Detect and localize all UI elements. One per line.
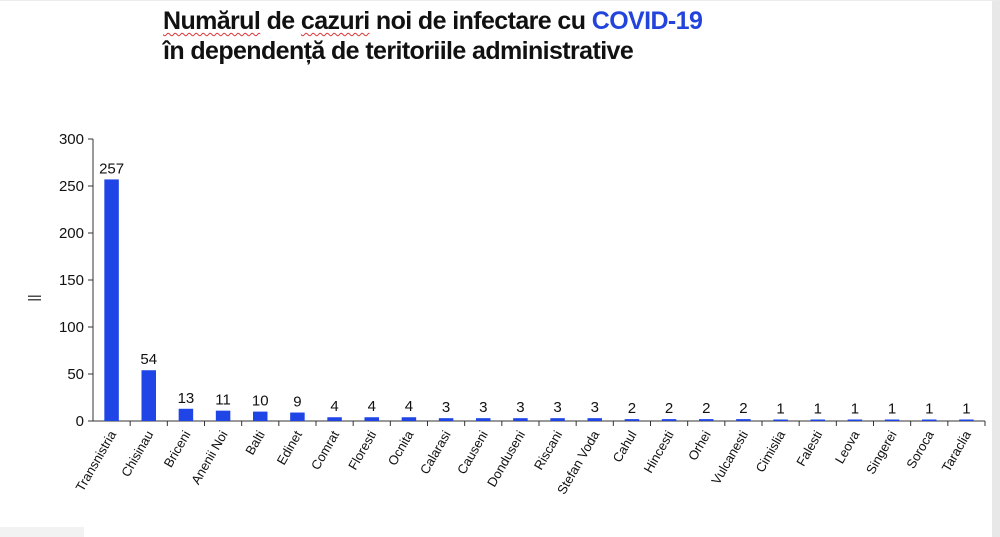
title-line-2: în dependență de teritoriile administrat… [163, 37, 634, 65]
y-tick-label: 200 [59, 225, 84, 242]
bar [699, 419, 714, 421]
bar [253, 411, 268, 421]
category-label: Riscani [531, 428, 565, 473]
bar [587, 418, 602, 421]
bar [364, 417, 379, 421]
category-label: Causeni [454, 428, 491, 477]
category-label: Transnistria [72, 427, 119, 494]
data-label: 4 [330, 398, 338, 415]
data-label: 257 [99, 160, 124, 177]
data-label: 13 [178, 390, 195, 407]
category-label: Cimislia [752, 427, 788, 475]
bar [661, 419, 677, 421]
data-label: 1 [888, 401, 896, 418]
category-label: Ocnita [385, 427, 417, 468]
bar [215, 410, 231, 421]
bar [290, 412, 305, 421]
bar [922, 419, 937, 421]
bottom-corner-strip [0, 527, 84, 537]
bar [773, 419, 788, 421]
category-label: Chisinau [118, 428, 156, 479]
title-word-numarul: Numărul [163, 7, 261, 35]
category-label: Donduseni [484, 428, 528, 489]
data-label: 4 [368, 398, 376, 415]
bar [438, 418, 454, 421]
y-tick-label: 0 [76, 413, 84, 430]
bar [624, 419, 640, 421]
y-tick-label: 150 [59, 272, 84, 289]
category-label: Floresti [345, 428, 379, 473]
data-label: 1 [814, 401, 822, 418]
chart-title: Numărul de cazuri noi de infectare cu CO… [163, 6, 703, 66]
bar [401, 417, 417, 421]
data-label: 1 [925, 401, 933, 418]
y-tick-label: 250 [59, 178, 84, 195]
category-label: Cahul [610, 428, 640, 465]
category-label: Orhei [685, 428, 714, 463]
data-label: 2 [665, 400, 673, 417]
category-label: Soroca [903, 427, 937, 471]
bar [959, 419, 974, 421]
data-label: 54 [140, 351, 157, 368]
category-label: Singerei [863, 428, 900, 477]
category-label: Briceni [161, 428, 194, 470]
category-label: Calarasi [417, 428, 454, 477]
data-label: 2 [739, 400, 747, 417]
category-label: Falesti [793, 428, 825, 469]
y-tick-label: 50 [67, 366, 84, 383]
data-label: 4 [405, 398, 413, 415]
bar [736, 419, 751, 421]
category-label: Vulcanesti [708, 428, 751, 487]
data-label: 9 [293, 394, 301, 411]
bar [476, 418, 491, 421]
bar [884, 419, 900, 421]
category-label: Balti [242, 428, 268, 457]
bar [104, 179, 119, 421]
title-text-rest: noi de infectare cu [369, 7, 592, 35]
y-tick-label: 100 [59, 319, 84, 336]
category-label: Hincesti [641, 428, 677, 476]
data-label: 3 [591, 399, 599, 416]
title-covid-accent: COVID-19 [591, 7, 703, 35]
data-label: 11 [215, 392, 231, 409]
bar [513, 418, 528, 421]
category-label: Edinet [274, 428, 306, 468]
title-line-1: Numărul de cazuri noi de infectare cu CO… [163, 6, 703, 36]
data-label: 3 [553, 399, 561, 416]
y-axis-label: || [25, 294, 41, 301]
category-label: Comrat [308, 428, 342, 473]
bar [141, 370, 156, 421]
category-label: Anenii Noi [188, 428, 231, 487]
category-label: Leova [832, 427, 863, 466]
data-label: 1 [962, 401, 970, 418]
data-label: 2 [702, 400, 710, 417]
data-label: 3 [479, 399, 487, 416]
bar [327, 417, 342, 421]
title-word-de: de [260, 7, 301, 35]
data-label: 10 [252, 393, 269, 410]
y-tick-label: 300 [59, 131, 84, 148]
data-label: 3 [442, 399, 450, 416]
data-label: 3 [516, 399, 524, 416]
category-label: Taraclia [939, 427, 975, 474]
data-label: 1 [776, 401, 784, 418]
bar [810, 419, 825, 421]
data-label: 1 [851, 401, 859, 418]
bar [550, 418, 565, 421]
data-label: 2 [628, 400, 636, 417]
title-word-cazuri: cazuri [300, 7, 370, 35]
bar [847, 419, 863, 421]
bar [178, 408, 194, 421]
